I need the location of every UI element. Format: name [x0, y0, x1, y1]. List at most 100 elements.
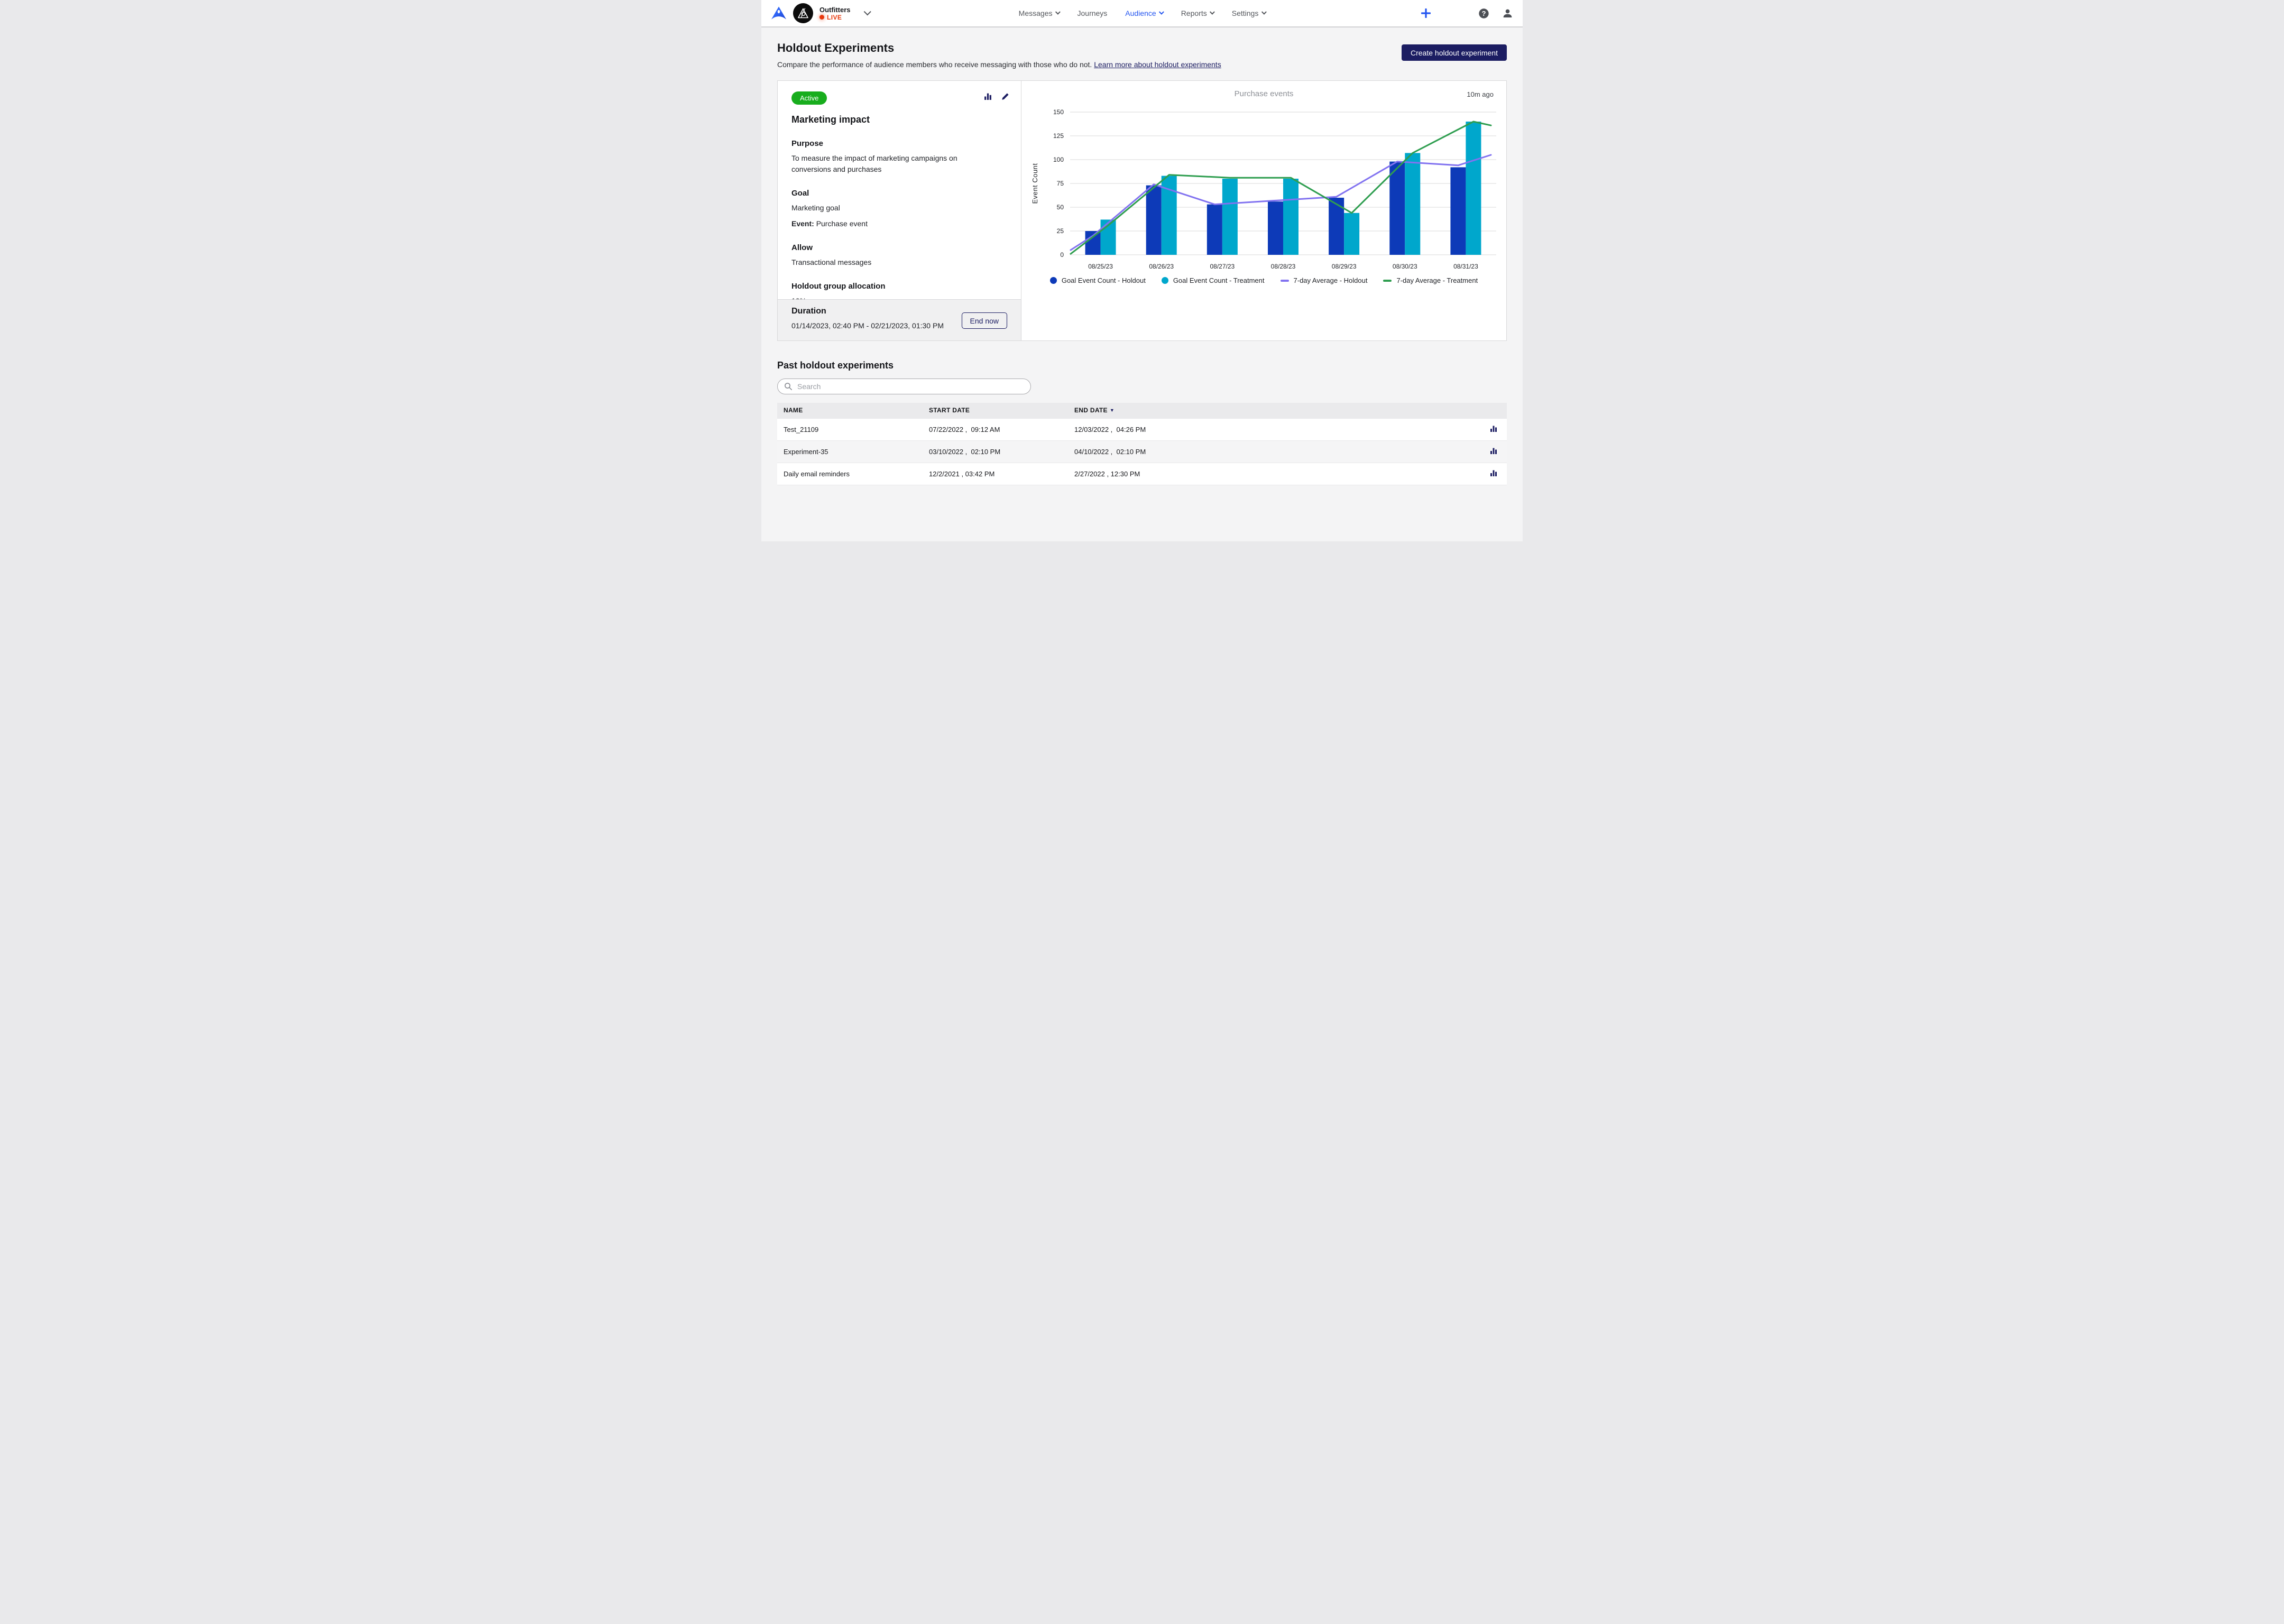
- bar-treatment: [1466, 122, 1481, 255]
- cell-name: Daily email reminders: [777, 463, 929, 485]
- table-row[interactable]: Test_2110907/22/2022 , 09:12 AM12/03/202…: [777, 418, 1507, 440]
- bar-holdout: [1450, 167, 1466, 255]
- goal-event: Event: Purchase event: [791, 218, 982, 229]
- nav-item-journeys[interactable]: Journeys: [1077, 9, 1107, 17]
- bar-treatment: [1283, 179, 1298, 255]
- legend-item[interactable]: 7-day Average - Treatment: [1383, 276, 1478, 284]
- live-label: LIVE: [827, 14, 842, 21]
- chart-area: 0255075100125150Event Count08/25/2308/26…: [1021, 106, 1506, 273]
- y-tick-label: 100: [1053, 156, 1064, 163]
- x-tick-label: 08/25/23: [1088, 263, 1113, 270]
- y-tick-label: 75: [1057, 180, 1064, 187]
- view-results-icon[interactable]: [1490, 447, 1497, 455]
- y-axis-label: Event Count: [1031, 163, 1039, 204]
- main-nav: Messages Journeys Audience Reports Settings: [1019, 0, 1266, 26]
- past-experiments-section: Past holdout experiments NAMESTART DATEE…: [777, 360, 1507, 485]
- goal-label: Goal: [791, 189, 1007, 198]
- page-header: Holdout Experiments Compare the performa…: [761, 27, 1523, 69]
- tent-logo-icon: [797, 7, 809, 20]
- search-box: [777, 379, 1031, 394]
- legend-item[interactable]: Goal Event Count - Treatment: [1162, 276, 1265, 284]
- event-value: Purchase event: [816, 219, 868, 228]
- chart-panel: Purchase events 10m ago 0255075100125150…: [1021, 81, 1506, 340]
- allow-label: Allow: [791, 243, 1007, 252]
- live-dot-icon: [819, 15, 824, 20]
- workspace-name: Outfitters: [819, 6, 851, 13]
- y-tick-label: 0: [1060, 251, 1064, 259]
- event-label: Event:: [791, 219, 814, 228]
- workspace-switcher-chevron-icon[interactable]: [863, 8, 871, 15]
- help-icon[interactable]: ?: [1478, 8, 1489, 19]
- purpose-label: Purpose: [791, 139, 1007, 148]
- view-results-icon[interactable]: [984, 93, 992, 100]
- account-icon[interactable]: [1502, 8, 1513, 19]
- cell-end-date: 04/10/2022 , 02:10 PM: [1074, 440, 1466, 463]
- bar-treatment: [1405, 153, 1420, 255]
- learn-more-link[interactable]: Learn more about holdout experiments: [1094, 60, 1221, 69]
- edit-pencil-icon[interactable]: [1001, 93, 1009, 100]
- live-status: LIVE: [819, 14, 851, 21]
- legend-label: Goal Event Count - Treatment: [1173, 276, 1265, 284]
- nav-item-audience[interactable]: Audience: [1125, 9, 1163, 17]
- app-logo-icon[interactable]: [771, 6, 787, 20]
- column-header-start-date[interactable]: START DATE: [929, 403, 1074, 418]
- experiment-details-panel: Active Marketing i: [778, 81, 1021, 340]
- svg-text:?: ?: [1482, 10, 1486, 17]
- y-tick-label: 150: [1053, 108, 1064, 116]
- search-input[interactable]: [797, 382, 1024, 391]
- cell-end-date: 2/27/2022 , 12:30 PM: [1074, 463, 1466, 485]
- duration-value: 01/14/2023, 02:40 PM - 02/21/2023, 01:30…: [791, 320, 982, 331]
- allocation-label: Holdout group allocation: [791, 282, 1007, 291]
- bar-holdout: [1146, 186, 1162, 255]
- workspace-avatar[interactable]: [793, 3, 813, 23]
- legend-label: 7-day Average - Holdout: [1294, 276, 1368, 284]
- nav-item-messages[interactable]: Messages: [1019, 9, 1060, 17]
- active-experiment-card: Active Marketing i: [777, 80, 1507, 341]
- x-tick-label: 08/26/23: [1149, 263, 1174, 270]
- legend-dash-icon: [1383, 280, 1392, 282]
- legend-item[interactable]: Goal Event Count - Holdout: [1050, 276, 1146, 284]
- legend-dot-icon: [1162, 277, 1168, 284]
- cell-actions: [1466, 418, 1507, 440]
- table-row[interactable]: Daily email reminders12/2/2021 , 03:42 P…: [777, 463, 1507, 485]
- nav-item-settings[interactable]: Settings: [1232, 9, 1266, 17]
- main-content: Holdout Experiments Compare the performa…: [761, 27, 1523, 485]
- table-header-row: NAMESTART DATEEND DATE▼: [777, 403, 1507, 418]
- x-tick-label: 08/27/23: [1210, 263, 1235, 270]
- end-now-button[interactable]: End now: [962, 312, 1007, 329]
- legend-dash-icon: [1281, 280, 1289, 282]
- cell-start-date: 03/10/2022 , 02:10 PM: [929, 440, 1074, 463]
- legend-label: 7-day Average - Treatment: [1396, 276, 1478, 284]
- cell-start-date: 12/2/2021 , 03:42 PM: [929, 463, 1074, 485]
- cell-actions: [1466, 440, 1507, 463]
- page-title: Holdout Experiments: [777, 41, 1507, 55]
- top-bar: Outfitters LIVE Messages Journeys Audience…: [761, 0, 1523, 27]
- table-row[interactable]: Experiment-3503/10/2022 , 02:10 PM04/10/…: [777, 440, 1507, 463]
- bar-holdout: [1085, 231, 1101, 255]
- card-actions: [984, 93, 1009, 100]
- chart-legend: Goal Event Count - Holdout Goal Event Cou…: [1021, 276, 1506, 284]
- chevron-down-icon: [1261, 10, 1267, 15]
- search-icon: [784, 382, 793, 391]
- view-results-icon[interactable]: [1490, 425, 1497, 432]
- view-results-icon[interactable]: [1490, 469, 1497, 477]
- purchase-events-chart: 0255075100125150Event Count08/25/2308/26…: [1026, 106, 1502, 271]
- create-plus-icon[interactable]: [1420, 7, 1432, 19]
- cell-name: Test_21109: [777, 418, 929, 440]
- x-tick-label: 08/29/23: [1332, 263, 1357, 270]
- column-header-end-date[interactable]: END DATE▼: [1074, 403, 1466, 418]
- column-header-actions: [1466, 403, 1507, 418]
- y-tick-label: 25: [1057, 227, 1064, 235]
- experiment-name: Marketing impact: [791, 114, 1007, 125]
- nav-item-reports[interactable]: Reports: [1181, 9, 1214, 17]
- bar-treatment: [1222, 179, 1238, 255]
- legend-item[interactable]: 7-day Average - Holdout: [1281, 276, 1368, 284]
- column-header-name[interactable]: NAME: [777, 403, 929, 418]
- cell-actions: [1466, 463, 1507, 485]
- goal-value: Marketing goal: [791, 202, 982, 214]
- bar-treatment: [1344, 213, 1359, 255]
- chart-title: Purchase events: [1021, 89, 1506, 98]
- x-tick-label: 08/30/23: [1393, 263, 1417, 270]
- create-holdout-experiment-button[interactable]: Create holdout experiment: [1402, 44, 1507, 61]
- purpose-value: To measure the impact of marketing campa…: [791, 153, 982, 175]
